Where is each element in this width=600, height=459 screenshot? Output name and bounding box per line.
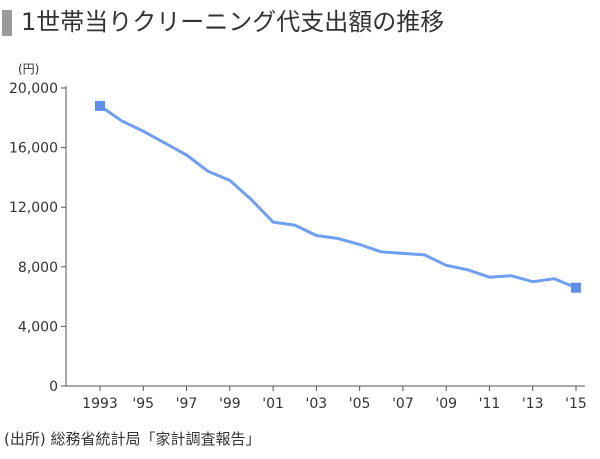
- x-tick-label: '15: [565, 396, 587, 412]
- x-tick-label: '03: [306, 396, 328, 412]
- y-tick-label: 4,000: [18, 319, 58, 335]
- x-tick-label: '01: [262, 396, 284, 412]
- x-tick-label: '11: [479, 396, 501, 412]
- y-axis-ticks: 0 4,000 8,000 12,000 16,000 20,000: [9, 81, 66, 395]
- x-tick-label: '99: [219, 396, 241, 412]
- source-note: (出所) 総務省統計局「家計調査報告」: [4, 430, 261, 448]
- chart-title: 1世帯当りクリーニング代支出額の推移: [21, 8, 445, 36]
- data-point-marker: [571, 282, 581, 293]
- data-point-marker: [95, 100, 105, 111]
- x-tick-label: '13: [522, 396, 544, 412]
- series-layer: [95, 100, 581, 293]
- y-tick-label: 12,000: [9, 200, 58, 216]
- x-tick-label: '05: [349, 396, 371, 412]
- series-line: [98, 104, 578, 290]
- y-tick-label: 20,000: [9, 81, 58, 97]
- y-tick-label: 8,000: [18, 260, 58, 276]
- x-tick-label: '97: [176, 396, 198, 412]
- x-tick-label: '09: [435, 396, 457, 412]
- x-tick-label: 1993: [82, 396, 118, 412]
- x-tick-label: '95: [132, 396, 154, 412]
- y-axis-unit-label: (円): [18, 62, 39, 76]
- y-tick-label: 16,000: [9, 141, 58, 157]
- y-tick-label: 0: [49, 379, 58, 395]
- x-tick-label: '07: [392, 396, 414, 412]
- x-axis-ticks: 1993 '95 '97 '99 '01 '03 '05 '07 '09 '11 '13 '15: [82, 386, 587, 412]
- title-accent-bar: [2, 10, 12, 36]
- axes: (円): [18, 62, 585, 387]
